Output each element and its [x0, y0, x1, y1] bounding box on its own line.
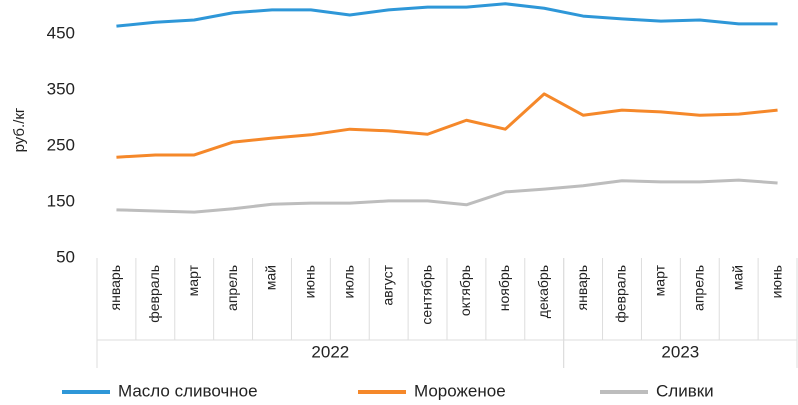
- x-tick-label: январь: [574, 265, 590, 310]
- x-tick-label: июнь: [768, 265, 784, 298]
- legend-label: Масло сливочное: [118, 381, 258, 400]
- x-tick-label: июнь: [302, 265, 318, 298]
- x-tick-label: ноябрь: [496, 265, 512, 311]
- x-tick-label: март: [652, 264, 668, 296]
- legend-label: Мороженое: [414, 381, 506, 400]
- y-axis-label: руб./кг: [11, 107, 28, 152]
- y-tick-label: 50: [56, 247, 75, 266]
- x-tick-label: февраль: [146, 265, 162, 323]
- group-label: 2023: [661, 342, 699, 361]
- series-line: [116, 92, 778, 159]
- x-tick-label: июль: [340, 265, 356, 298]
- x-tick-label: январь: [107, 265, 123, 310]
- group-label: 2022: [311, 342, 349, 361]
- x-tick-label: май: [729, 265, 745, 290]
- x-tick-label: сентябрь: [418, 265, 434, 325]
- legend-label: Сливки: [656, 381, 714, 400]
- x-tick-label: май: [263, 265, 279, 290]
- x-tick-label: август: [379, 264, 395, 305]
- x-tick-label: март: [185, 264, 201, 296]
- x-tick-label: декабрь: [535, 265, 551, 318]
- x-tick-label: апрель: [224, 265, 240, 311]
- y-tick-label: 250: [47, 135, 75, 154]
- x-tick-label: февраль: [613, 265, 629, 323]
- series-line: [116, 2, 778, 28]
- y-tick-label: 150: [47, 191, 75, 210]
- series-line: [116, 178, 778, 214]
- x-tick-label: апрель: [690, 265, 706, 311]
- y-tick-label: 350: [47, 79, 75, 98]
- x-tick-label: октябрь: [457, 265, 473, 316]
- y-tick-label: 450: [47, 23, 75, 42]
